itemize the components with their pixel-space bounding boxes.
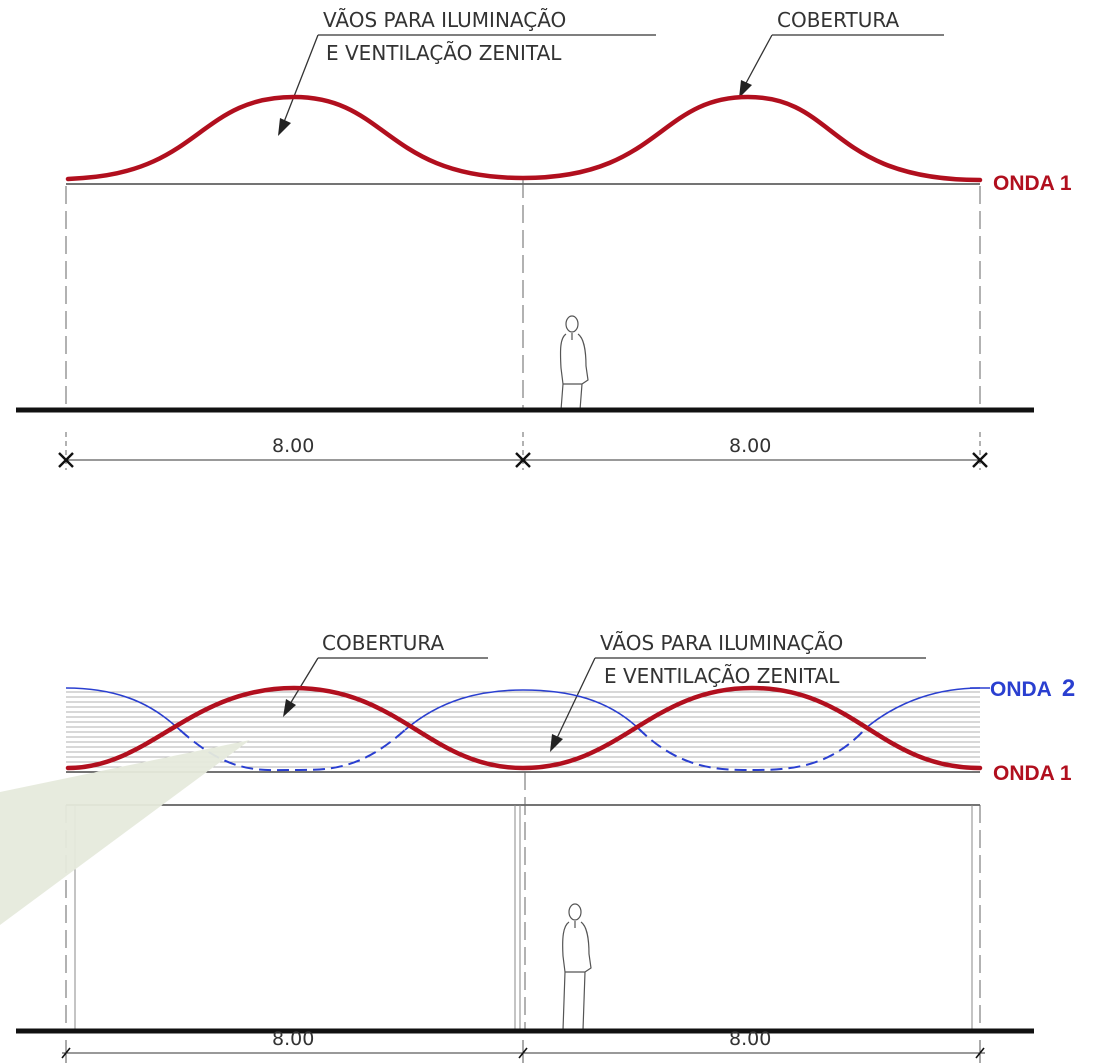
wave2-label: ONDA 2 (990, 675, 1075, 702)
openings-leader (556, 657, 596, 739)
wave2-label-text: ONDA (990, 678, 1052, 701)
wave2-label-number: 2 (1062, 675, 1075, 702)
openings-arrowhead (278, 118, 291, 136)
dimension-left: 8.00 (272, 435, 314, 457)
wave1-roof (65, 685, 983, 771)
wave1-label: ONDA 1 (993, 172, 1072, 195)
dimension-left: 8.00 (272, 1028, 314, 1050)
wave1-label: ONDA 1 (993, 762, 1072, 785)
openings-label-line2: E VENTILAÇÃO ZENITAL (326, 41, 562, 65)
dimension-right: 8.00 (729, 435, 771, 457)
openings-label-line1: VÃOS PARA ILUMINAÇÃO (600, 631, 843, 655)
roof-leader (744, 34, 773, 86)
roof-leader (289, 657, 319, 705)
dimension-marks (61, 1047, 985, 1059)
wave2-upper (65, 687, 981, 731)
bottom-section: COBERTURA VÃOS PARA ILUMINAÇÃO E VENTILA… (16, 631, 1075, 1063)
roof-label: COBERTURA (777, 8, 899, 32)
human-figure (562, 903, 592, 1031)
openings-label-line1: VÃOS PARA ILUMINAÇÃO (323, 8, 566, 32)
roof-label: COBERTURA (322, 631, 444, 655)
dimension-marks (58, 452, 988, 468)
top-section: VÃOS PARA ILUMINAÇÃO E VENTILAÇÃO ZENITA… (16, 8, 1072, 470)
human-figure (559, 315, 589, 411)
dimension-right: 8.00 (729, 1028, 771, 1050)
openings-leader (283, 34, 319, 123)
wave2-lower-dashed (179, 727, 867, 772)
callout-pointer (0, 740, 250, 925)
openings-arrowhead (550, 734, 563, 752)
wave1-roof (65, 94, 983, 183)
openings-label-line2: E VENTILAÇÃO ZENITAL (604, 664, 840, 688)
roof-arrowhead (739, 80, 752, 98)
roof-arrowhead (283, 699, 296, 717)
